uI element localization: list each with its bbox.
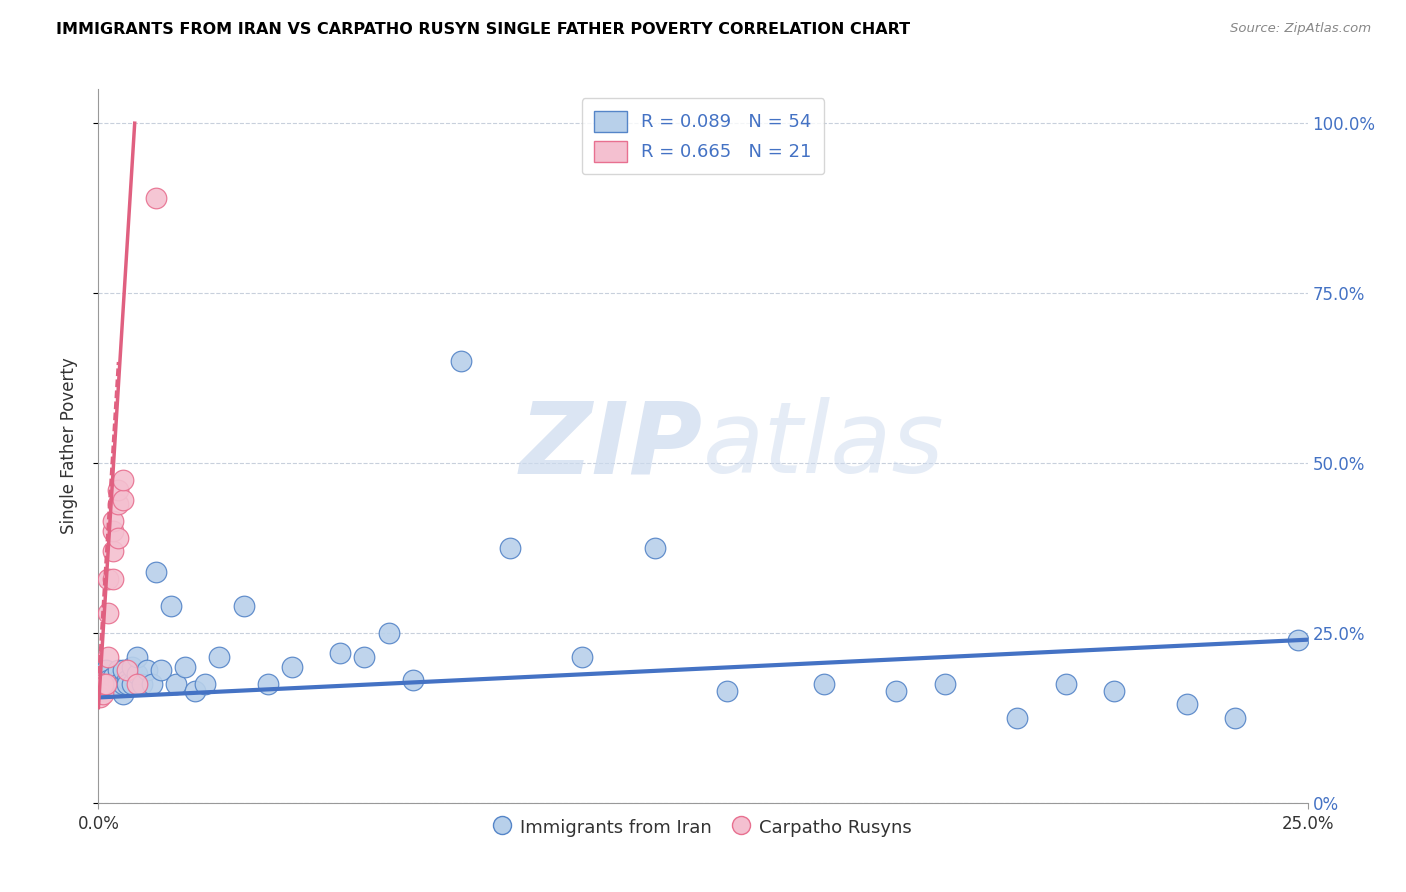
Point xyxy=(571,649,593,664)
Point xyxy=(934,677,956,691)
Point xyxy=(90,677,112,691)
Text: atlas: atlas xyxy=(703,398,945,494)
Point xyxy=(97,680,120,694)
Point xyxy=(101,680,124,694)
Point xyxy=(716,683,738,698)
Point xyxy=(281,660,304,674)
Point xyxy=(127,649,149,664)
Point xyxy=(91,677,114,691)
Point xyxy=(127,677,149,691)
Point xyxy=(101,544,124,558)
Point xyxy=(232,599,254,613)
Point xyxy=(111,663,134,677)
Point xyxy=(450,354,472,368)
Point xyxy=(1223,711,1246,725)
Point xyxy=(89,690,111,705)
Point xyxy=(97,677,120,691)
Point xyxy=(117,663,139,677)
Point xyxy=(111,473,134,487)
Point xyxy=(117,677,139,691)
Point xyxy=(97,606,120,620)
Point xyxy=(1102,683,1125,698)
Point xyxy=(208,649,231,664)
Point xyxy=(377,626,399,640)
Point xyxy=(135,663,157,677)
Point xyxy=(97,649,120,664)
Point xyxy=(329,646,352,660)
Point xyxy=(121,660,143,674)
Point xyxy=(353,649,375,664)
Point xyxy=(1175,698,1198,712)
Point xyxy=(101,572,124,586)
Point xyxy=(184,683,207,698)
Point xyxy=(644,541,666,555)
Point xyxy=(91,677,114,691)
Text: ZIP: ZIP xyxy=(520,398,703,494)
Point xyxy=(90,680,112,694)
Point xyxy=(107,531,129,545)
Point xyxy=(107,663,129,677)
Point xyxy=(1286,632,1309,647)
Point xyxy=(91,670,114,684)
Point xyxy=(117,673,139,688)
Point xyxy=(94,663,117,677)
Point xyxy=(107,483,129,498)
Point xyxy=(256,677,278,691)
Point xyxy=(498,541,520,555)
Point xyxy=(107,673,129,688)
Point xyxy=(813,677,835,691)
Point xyxy=(127,666,149,681)
Point xyxy=(194,677,217,691)
Point xyxy=(91,683,114,698)
Point xyxy=(101,677,124,691)
Point xyxy=(145,191,167,205)
Point xyxy=(131,677,153,691)
Point xyxy=(1054,677,1077,691)
Point xyxy=(107,677,129,691)
Point xyxy=(145,565,167,579)
Point xyxy=(121,677,143,691)
Point xyxy=(97,673,120,688)
Point xyxy=(111,493,134,508)
Point xyxy=(97,572,120,586)
Point xyxy=(101,514,124,528)
Legend: Immigrants from Iran, Carpatho Rusyns: Immigrants from Iran, Carpatho Rusyns xyxy=(488,811,918,844)
Point xyxy=(160,599,183,613)
Point xyxy=(174,660,197,674)
Point xyxy=(91,687,114,701)
Point xyxy=(165,677,187,691)
Point xyxy=(141,677,163,691)
Point xyxy=(402,673,425,688)
Point xyxy=(111,677,134,691)
Point xyxy=(107,497,129,511)
Point xyxy=(101,524,124,538)
Point xyxy=(886,683,908,698)
Text: IMMIGRANTS FROM IRAN VS CARPATHO RUSYN SINGLE FATHER POVERTY CORRELATION CHART: IMMIGRANTS FROM IRAN VS CARPATHO RUSYN S… xyxy=(56,22,910,37)
Text: Source: ZipAtlas.com: Source: ZipAtlas.com xyxy=(1230,22,1371,36)
Point xyxy=(1007,711,1029,725)
Y-axis label: Single Father Poverty: Single Father Poverty xyxy=(59,358,77,534)
Point xyxy=(111,687,134,701)
Point xyxy=(101,670,124,684)
Point xyxy=(94,677,117,691)
Point xyxy=(150,663,173,677)
